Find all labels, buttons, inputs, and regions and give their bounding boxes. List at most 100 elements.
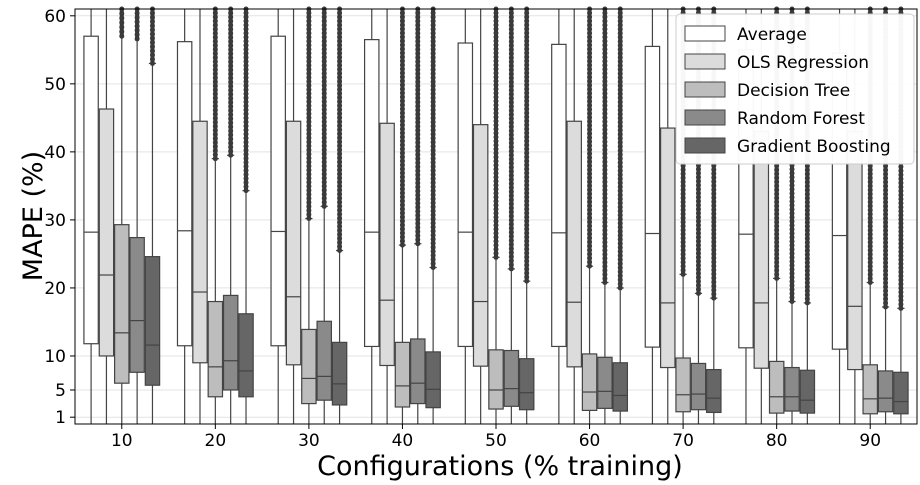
outlier-point: [337, 223, 343, 229]
outlier-point: [774, 227, 780, 233]
outlier-point: [306, 187, 312, 193]
box: [270, 35, 286, 347]
outlier-point: [711, 251, 717, 257]
outlier-point: [867, 187, 873, 193]
outlier-point: [602, 143, 608, 149]
outlier-point: [321, 14, 327, 20]
outlier-point: [415, 46, 421, 52]
outlier-point: [493, 150, 499, 156]
x-tick-label: 40: [392, 431, 414, 451]
outlier-point: [587, 215, 593, 221]
outlier-point: [883, 171, 889, 177]
outlier-point: [415, 241, 421, 247]
outlier-point: [306, 127, 312, 133]
outlier-point: [430, 220, 436, 226]
outlier-point: [321, 42, 327, 48]
outlier-point: [587, 227, 593, 233]
outlier-point: [883, 280, 889, 286]
outlier-point: [711, 271, 717, 277]
outlier-point: [321, 187, 327, 193]
outlier-point: [617, 119, 623, 125]
outlier-point: [508, 185, 514, 191]
outlier-point: [883, 195, 889, 201]
outlier-point: [867, 247, 873, 253]
outlier-point: [711, 223, 717, 229]
outlier-point: [711, 207, 717, 213]
outlier-point: [493, 82, 499, 88]
outlier-point: [587, 78, 593, 84]
outlier-point: [789, 258, 795, 264]
outlier-point: [212, 42, 218, 48]
outlier-point: [508, 189, 514, 195]
outlier-point: [587, 94, 593, 100]
outlier-point: [587, 155, 593, 161]
outlier-point: [711, 191, 717, 197]
outlier-point: [149, 48, 155, 54]
outlier-point: [617, 273, 623, 279]
outlier-point: [149, 56, 155, 62]
outlier-point: [524, 166, 530, 172]
outlier-point: [337, 10, 343, 16]
outlier-point: [337, 139, 343, 145]
outlier-point: [524, 162, 530, 168]
outlier-point: [524, 186, 530, 192]
outlier-point: [898, 228, 904, 234]
outlier-point: [602, 251, 608, 257]
x-axis-label: Configurations (% training): [317, 451, 683, 482]
outlier-point: [508, 209, 514, 215]
outlier-point: [524, 66, 530, 72]
outlier-point: [617, 184, 623, 190]
outlier-point: [602, 159, 608, 165]
legend-swatch: [684, 25, 726, 42]
outlier-point: [867, 275, 873, 281]
outlier-point: [415, 172, 421, 178]
outlier-point: [711, 183, 717, 189]
outlier-point: [399, 186, 405, 192]
outlier-point: [804, 280, 810, 286]
outlier-point: [306, 99, 312, 105]
outlier-point: [212, 139, 218, 145]
box: [379, 122, 395, 367]
outlier-point: [243, 131, 249, 137]
outlier-point: [602, 86, 608, 92]
outlier-point: [602, 123, 608, 129]
outlier-point: [399, 34, 405, 40]
outlier-point: [306, 183, 312, 189]
outlier-point: [337, 22, 343, 28]
outlier-point: [602, 279, 608, 285]
outlier-point: [493, 66, 499, 72]
outlier-point: [430, 212, 436, 218]
outlier-point: [789, 250, 795, 256]
box-group: [472, 9, 489, 424]
outlier-point: [228, 91, 234, 97]
outlier-point: [804, 219, 810, 225]
outlier-point: [337, 87, 343, 93]
outlier-point: [493, 182, 499, 188]
outlier-point: [430, 103, 436, 109]
outlier-point: [321, 50, 327, 56]
outlier-point: [321, 30, 327, 36]
outlier-point: [524, 230, 530, 236]
outlier-point: [493, 50, 499, 56]
box-group: [363, 9, 380, 424]
outlier-point: [804, 300, 810, 306]
y-tick-label: 10: [44, 347, 66, 367]
outlier-point: [587, 171, 593, 177]
outlier-point: [898, 164, 904, 170]
outlier-point: [867, 263, 873, 269]
outlier-point: [508, 221, 514, 227]
box: [457, 42, 474, 348]
outlier-point: [149, 60, 155, 66]
outlier-point: [399, 114, 405, 120]
plot-frame: [74, 8, 918, 425]
outlier-point: [602, 203, 608, 209]
outlier-point: [228, 95, 234, 101]
outlier-point: [524, 74, 530, 80]
outlier-point: [228, 18, 234, 24]
outlier-point: [306, 14, 312, 20]
outlier-point: [508, 18, 514, 24]
outlier-point: [415, 67, 421, 73]
outlier-point: [228, 14, 234, 20]
outlier-point: [867, 167, 873, 173]
outlier-point: [617, 224, 623, 230]
